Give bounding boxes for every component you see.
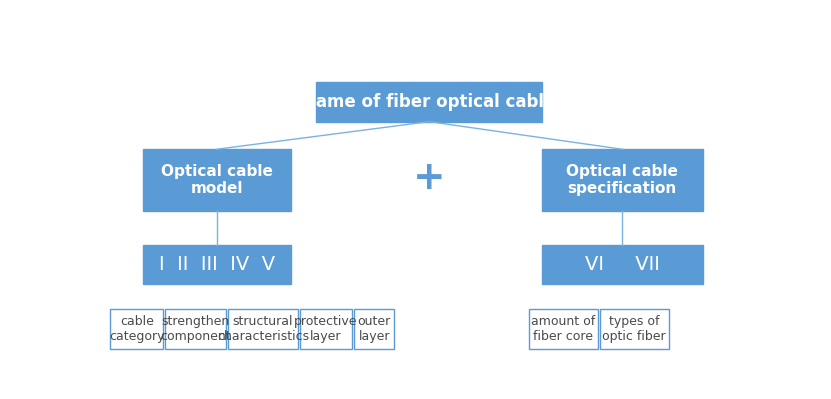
Text: outer
layer: outer layer — [357, 315, 391, 343]
Text: Optical cable
specification: Optical cable specification — [567, 164, 678, 196]
Text: strengthen
component: strengthen component — [160, 315, 231, 343]
FancyBboxPatch shape — [111, 309, 163, 349]
FancyBboxPatch shape — [143, 245, 291, 284]
FancyBboxPatch shape — [542, 245, 703, 284]
FancyBboxPatch shape — [143, 149, 291, 211]
Text: VI     VII: VI VII — [585, 255, 660, 274]
FancyBboxPatch shape — [165, 309, 226, 349]
Text: +: + — [413, 160, 445, 198]
Text: types of
optic fiber: types of optic fiber — [602, 315, 666, 343]
FancyBboxPatch shape — [600, 309, 669, 349]
Text: Optical cable
model: Optical cable model — [160, 164, 273, 196]
Text: amount of
fiber core: amount of fiber core — [531, 315, 596, 343]
Text: protective
layer: protective layer — [294, 315, 358, 343]
FancyBboxPatch shape — [229, 309, 297, 349]
Text: structural
characteristics: structural characteristics — [217, 315, 309, 343]
FancyBboxPatch shape — [542, 149, 703, 211]
FancyBboxPatch shape — [529, 309, 597, 349]
Text: I  II  III  IV  V: I II III IV V — [159, 255, 274, 274]
FancyBboxPatch shape — [317, 82, 542, 122]
FancyBboxPatch shape — [300, 309, 352, 349]
FancyBboxPatch shape — [354, 309, 395, 349]
Text: cable
category: cable category — [109, 315, 165, 343]
Text: Name of fiber optical cable: Name of fiber optical cable — [302, 93, 556, 111]
